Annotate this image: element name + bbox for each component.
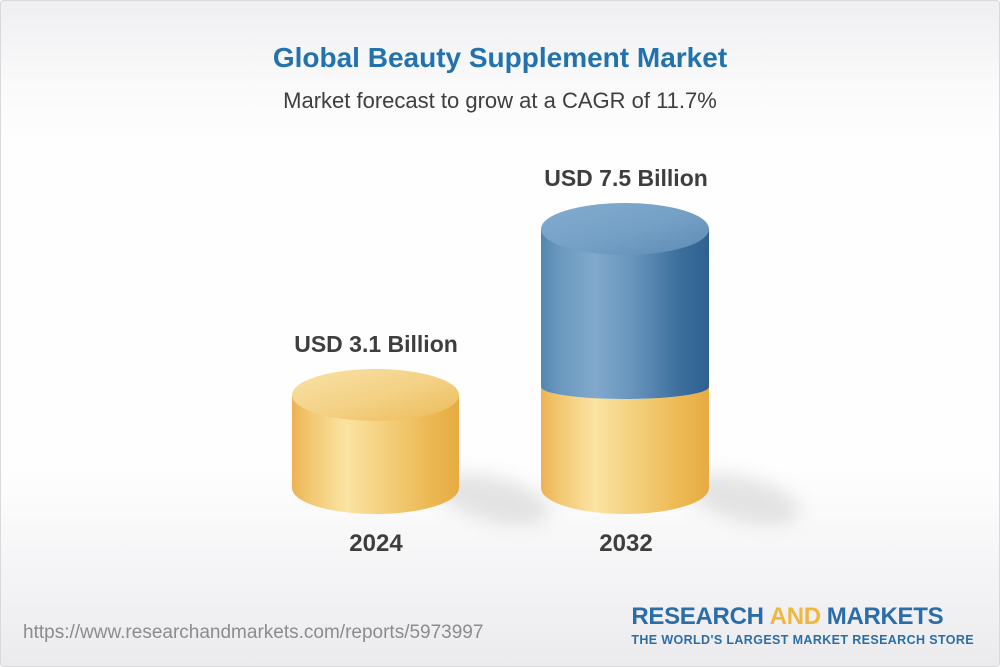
- bar-2024-cylinder: [292, 369, 459, 514]
- bar-2032-growth-segment: [541, 229, 709, 399]
- page-title: Global Beauty Supplement Market: [272, 42, 728, 73]
- shadow-2032: [686, 473, 800, 525]
- logo-word-markets: MARKETS: [826, 603, 944, 630]
- logo-tagline: THE WORLD'S LARGEST MARKET RESEARCH STOR…: [631, 633, 974, 647]
- bar-2024-cap: [292, 369, 459, 421]
- logo-research-and-markets: RESEARCH AND MARKETS THE WORLD'S LARGEST M…: [631, 604, 974, 648]
- bar-2032-cylinder: [541, 203, 709, 514]
- logo-word-research: RESEARCH: [631, 603, 764, 630]
- page-subtitle: Market forecast to grow at a CAGR of 11.…: [283, 88, 717, 113]
- axis-label-2032: 2032: [599, 530, 653, 557]
- axis-label-2024: 2024: [349, 530, 403, 557]
- value-label-2032: USD 7.5 Billion: [544, 165, 708, 191]
- shadow-2024: [436, 473, 550, 525]
- report-url-link[interactable]: https://www.researchandmarkets.com/repor…: [23, 622, 484, 643]
- bar-2024-body: [292, 395, 459, 514]
- logo-wordmark: RESEARCH AND MARKETS: [631, 604, 974, 630]
- bar-2032-cap: [541, 203, 709, 255]
- bar-2032-base-segment: [541, 387, 709, 514]
- value-label-2024: USD 3.1 Billion: [294, 331, 458, 357]
- logo-word-and: AND: [769, 603, 821, 630]
